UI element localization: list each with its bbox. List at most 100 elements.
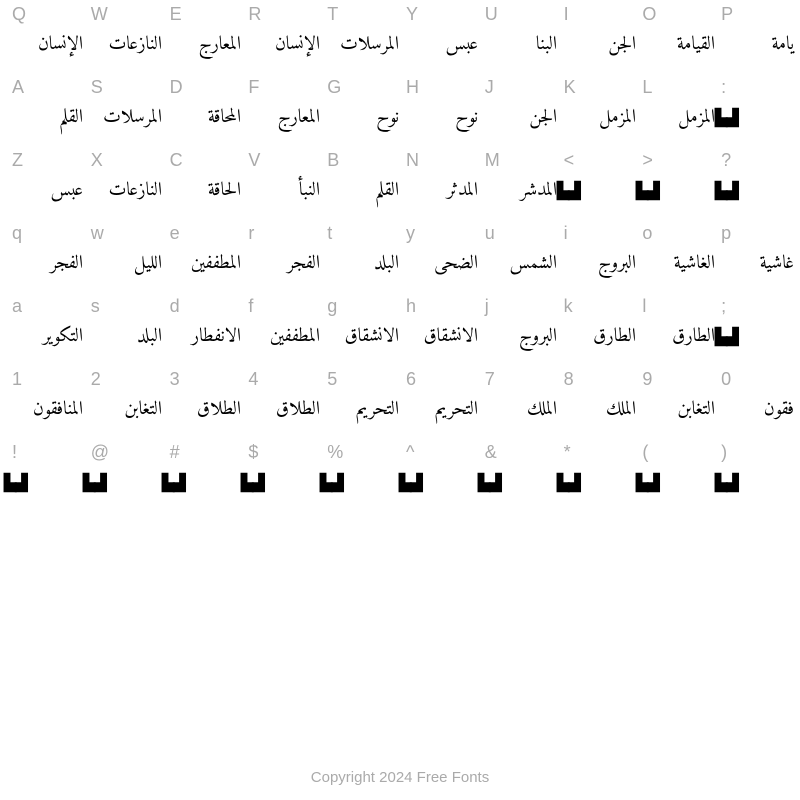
arabic-glyph: الإنسان bbox=[4, 31, 83, 59]
char-row: QWERTYUIOPالإنسانالنازعاتالمعارجالإنسانا… bbox=[0, 4, 800, 77]
glyph-row: المنافقونالتغابنالطلاقالطلاقالتحريمالتحر… bbox=[0, 396, 800, 424]
arabic-glyph: البلد bbox=[83, 323, 162, 351]
key-label: j bbox=[485, 296, 564, 317]
key-label: ? bbox=[721, 150, 800, 171]
key-label: 9 bbox=[642, 369, 721, 390]
key-label: J bbox=[485, 77, 564, 98]
key-label: e bbox=[170, 223, 249, 244]
key-label: S bbox=[91, 77, 170, 98]
arabic-glyph: الجن bbox=[557, 31, 636, 59]
arabic-glyph: البلد bbox=[320, 250, 399, 278]
fallback-glyph: ▙▟ bbox=[715, 469, 794, 497]
key-label: a bbox=[12, 296, 91, 317]
arabic-glyph: الملك bbox=[557, 396, 636, 424]
arabic-glyph: الملك bbox=[478, 396, 557, 424]
key-label: d bbox=[170, 296, 249, 317]
fallback-glyph: ▙▟ bbox=[715, 177, 794, 205]
arabic-glyph: نوح bbox=[399, 104, 478, 132]
key-label: l bbox=[642, 296, 721, 317]
fallback-glyph: ▙▟ bbox=[636, 469, 715, 497]
key-label: A bbox=[12, 77, 91, 98]
arabic-glyph: الشمس bbox=[478, 250, 557, 278]
arabic-glyph: الجن bbox=[478, 104, 557, 132]
arabic-glyph: المنافقون bbox=[4, 396, 83, 424]
key-label: X bbox=[91, 150, 170, 171]
arabic-glyph: التكوير bbox=[4, 323, 83, 351]
key-label: ) bbox=[721, 442, 800, 463]
key-label: r bbox=[248, 223, 327, 244]
arabic-glyph: الانشقاق bbox=[399, 323, 478, 351]
fallback-glyph: ▙▟ bbox=[162, 469, 241, 497]
arabic-glyph: الفجر bbox=[241, 250, 320, 278]
fallback-glyph: ▙▟ bbox=[636, 177, 715, 205]
key-label: s bbox=[91, 296, 170, 317]
key-label: V bbox=[248, 150, 327, 171]
key-label: : bbox=[721, 77, 800, 98]
key-label: ; bbox=[721, 296, 800, 317]
fallback-glyph: ▙▟ bbox=[241, 469, 320, 497]
arabic-glyph: المدثر bbox=[399, 177, 478, 205]
arabic-glyph: الطارق bbox=[557, 323, 636, 351]
arabic-glyph: المطففين bbox=[241, 323, 320, 351]
arabic-glyph: الحاقة bbox=[162, 177, 241, 205]
key-label: 3 bbox=[170, 369, 249, 390]
copyright-footer: Copyright 2024 Free Fonts bbox=[0, 769, 800, 786]
arabic-glyph: الانفطار bbox=[162, 323, 241, 351]
key-label: > bbox=[642, 150, 721, 171]
arabic-glyph: القلم bbox=[4, 104, 83, 132]
arabic-glyph: النازعات bbox=[83, 31, 162, 59]
key-label: ( bbox=[642, 442, 721, 463]
key-label: i bbox=[564, 223, 643, 244]
key-label: o bbox=[642, 223, 721, 244]
key-label: 7 bbox=[485, 369, 564, 390]
arabic-glyph: الإنسان bbox=[241, 31, 320, 59]
arabic-glyph: التغابن bbox=[636, 396, 715, 424]
key-label: $ bbox=[248, 442, 327, 463]
arabic-glyph: الفجر bbox=[4, 250, 83, 278]
key-label: 8 bbox=[564, 369, 643, 390]
arabic-glyph: النبأ bbox=[241, 177, 320, 205]
arabic-glyph: غاشية bbox=[715, 250, 794, 278]
arabic-glyph: المزمل bbox=[636, 104, 715, 132]
fallback-glyph: ▙▟ bbox=[478, 469, 557, 497]
key-label: 1 bbox=[12, 369, 91, 390]
arabic-glyph: الطارق bbox=[636, 323, 715, 351]
fallback-glyph: ▙▟ bbox=[4, 469, 83, 497]
key-label: Y bbox=[406, 4, 485, 25]
key-label: E bbox=[170, 4, 249, 25]
key-label: G bbox=[327, 77, 406, 98]
key-label: R bbox=[248, 4, 327, 25]
arabic-glyph: الليل bbox=[83, 250, 162, 278]
key-label: w bbox=[91, 223, 170, 244]
key-label: % bbox=[327, 442, 406, 463]
key-label: y bbox=[406, 223, 485, 244]
key-label: f bbox=[248, 296, 327, 317]
key-label: 4 bbox=[248, 369, 327, 390]
key-row: asdfghjkl; bbox=[0, 296, 800, 317]
key-label: ! bbox=[12, 442, 91, 463]
glyph-row: الفجرالليلالمطففينالفجرالبلدالضحىالشمسال… bbox=[0, 250, 800, 278]
arabic-glyph: الغاشية bbox=[636, 250, 715, 278]
arabic-glyph: عبس bbox=[4, 177, 83, 205]
fallback-glyph: ▙▟ bbox=[715, 323, 794, 351]
arabic-glyph: التحريم bbox=[320, 396, 399, 424]
arabic-glyph: المزمل bbox=[557, 104, 636, 132]
key-label: # bbox=[170, 442, 249, 463]
fallback-glyph: ▙▟ bbox=[715, 104, 794, 132]
fallback-glyph: ▙▟ bbox=[320, 469, 399, 497]
key-label: 2 bbox=[91, 369, 170, 390]
arabic-glyph: المدشر bbox=[478, 177, 557, 205]
key-label: D bbox=[170, 77, 249, 98]
key-label: N bbox=[406, 150, 485, 171]
arabic-glyph: البنا bbox=[478, 31, 557, 59]
key-label: u bbox=[485, 223, 564, 244]
key-label: k bbox=[564, 296, 643, 317]
glyph-row: ▙▟▙▟▙▟▙▟▙▟▙▟▙▟▙▟▙▟▙▟ bbox=[0, 469, 800, 497]
glyph-row: التكويرالبلدالانفطارالمطففينالانشقاقالان… bbox=[0, 323, 800, 351]
arabic-glyph: البروج bbox=[478, 323, 557, 351]
key-label: Q bbox=[12, 4, 91, 25]
key-row: ZXCVBNM<>? bbox=[0, 150, 800, 171]
key-label: K bbox=[564, 77, 643, 98]
arabic-glyph: المحاقة bbox=[162, 104, 241, 132]
char-row: 1234567890المنافقونالتغابنالطلاقالطلاقال… bbox=[0, 369, 800, 442]
